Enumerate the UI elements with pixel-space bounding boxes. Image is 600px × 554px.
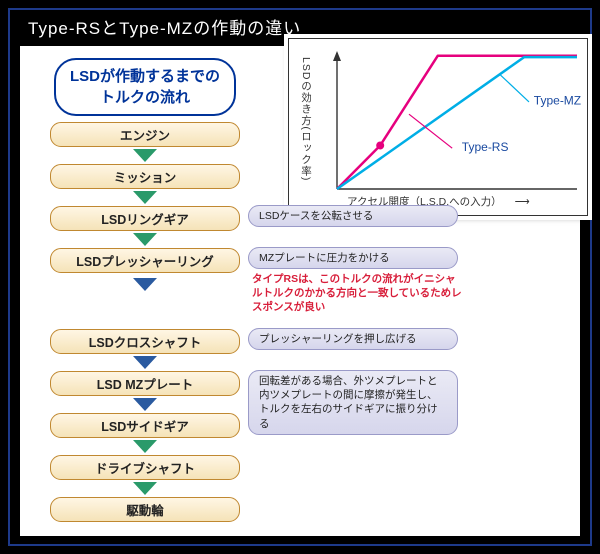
flow-desc: MZプレートに圧力をかける (248, 247, 458, 269)
flow-step: LSDサイドギア (50, 413, 240, 438)
down-arrow-icon (133, 398, 157, 411)
flowchart-column: LSDが作動するまでの トルクの流れ エンジンミッション LSDリングギア LSDプ… (40, 58, 250, 522)
flow-step: LSD MZプレート (50, 371, 240, 396)
flow-step: LSDプレッシャーリング (50, 248, 240, 273)
flow-desc: LSDケースを公転させる (248, 205, 458, 227)
main-panel: LSDが作動するまでの トルクの流れ エンジンミッション LSDリングギア LSDプ… (20, 46, 580, 536)
flow-step: LSDリングギア (50, 206, 240, 231)
down-arrow-icon (133, 440, 157, 453)
flow-desc: 回転差がある場合、外ツメプレートと内ツメプレートの間に摩擦が発生し、トルクを左右… (248, 370, 458, 435)
down-arrow-icon (133, 356, 157, 369)
chart-ylabel: LSDの効き方(ロック率) (299, 57, 314, 181)
flow-note: タイプRSは、このトルクの流れがイニシャルトルクのかかる方向と一致しているためレ… (252, 272, 462, 315)
flow-heading: LSDが作動するまでの トルクの流れ (54, 58, 236, 116)
flow-step: ドライブシャフト (50, 455, 240, 480)
down-arrow-icon (133, 482, 157, 495)
down-arrow-icon (133, 233, 157, 246)
svg-text:Type-RS: Type-RS (462, 140, 509, 154)
page-title: Type-RSとType-MZの作動の違い (28, 14, 301, 39)
right-arrow-icon: ⟶ (515, 196, 530, 208)
flow-step: ミッション (50, 164, 240, 189)
down-arrow-icon (133, 278, 157, 291)
lsd-chart: Type-RSType-MZ LSDの効き方(ロック率) アクセル開度（L.S.… (288, 38, 588, 216)
flow-step: LSDクロスシャフト (50, 329, 240, 354)
svg-text:Type-MZ: Type-MZ (534, 94, 581, 108)
flow-step: 駆動輪 (50, 497, 240, 522)
flow-heading-l1: LSDが作動するまでの (70, 68, 220, 85)
down-arrow-icon (133, 191, 157, 204)
flow-step: エンジン (50, 122, 240, 147)
flow-desc: プレッシャーリングを押し広げる (248, 328, 458, 350)
down-arrow-icon (133, 149, 157, 162)
chart-svg: Type-RS Type-MZ (289, 39, 589, 217)
flow-heading-l2: トルクの流れ (100, 89, 190, 106)
